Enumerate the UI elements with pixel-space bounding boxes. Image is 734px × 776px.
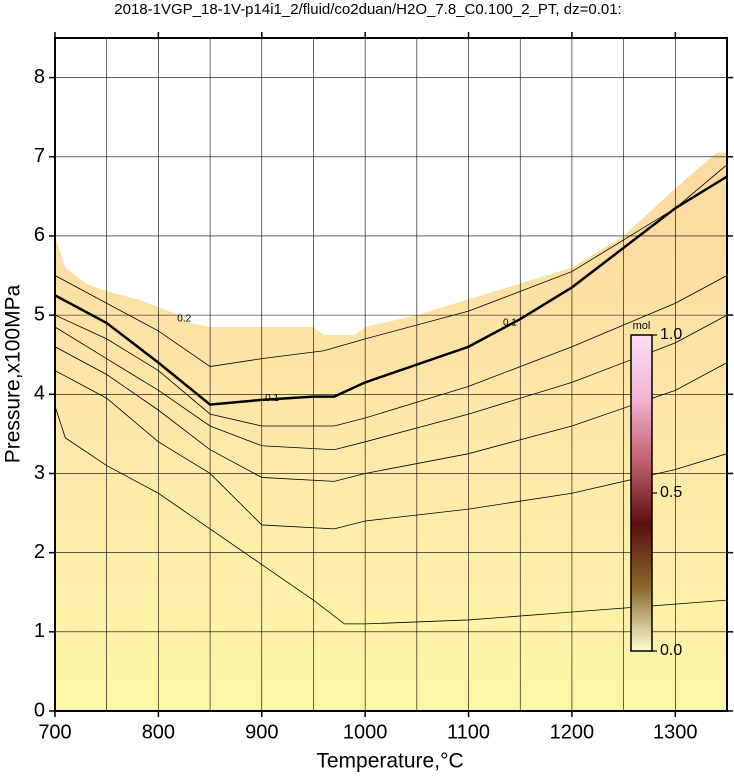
colorbar-tick-label: 0.0 [660,642,682,659]
y-tick-label: 0 [34,699,45,721]
colorbar-tick-label: 1.0 [660,326,682,343]
x-tick-label: 700 [38,721,71,743]
y-tick-label: 7 [34,145,45,167]
contour-line [55,406,727,625]
y-axis-title: Pressure,x100MPa [2,284,25,463]
contour-label: 0.1 [503,318,517,329]
x-tick-label: 900 [245,721,278,743]
contour-line [55,346,727,482]
chart-title: 2018-1VGP_18-1V-p14i1_2/fluid/co2duan/H2… [114,1,621,18]
x-tick-label: 1200 [550,721,595,743]
contour-label: 0.1 [265,393,279,404]
colorbar-label: mol [633,320,651,332]
y-tick-label: 1 [34,620,45,642]
data-region [55,152,727,711]
contour-line [55,314,727,451]
contour-label: 0.2 [177,314,191,325]
x-tick-label: 1300 [653,721,698,743]
y-tick-label: 3 [34,462,45,484]
y-tick-label: 4 [34,383,45,405]
axes: 700 800 900 1000 1100 1200 1300 0 1 2 3 4 5 6 7 8 mol 0.0… [34,32,733,743]
contour-line [55,370,727,530]
plot-frame [54,37,728,712]
y-tick-label: 8 [34,66,45,88]
plot-area: 0.1 0.1 0.2 [55,38,727,711]
colorbar-tick-label: 0.5 [660,484,682,501]
contour-line [55,175,727,406]
x-tick-label: 1000 [343,721,388,743]
x-axis-title: Temperature,°C [316,750,463,773]
x-tick-label: 1100 [447,721,490,743]
contour-line [55,164,727,368]
colorbar [630,334,653,652]
y-tick-label: 6 [34,224,45,246]
y-tick-label: 2 [34,541,45,563]
contour-line [55,275,727,427]
y-tick-label: 5 [34,303,45,325]
x-tick-label: 800 [142,721,175,743]
